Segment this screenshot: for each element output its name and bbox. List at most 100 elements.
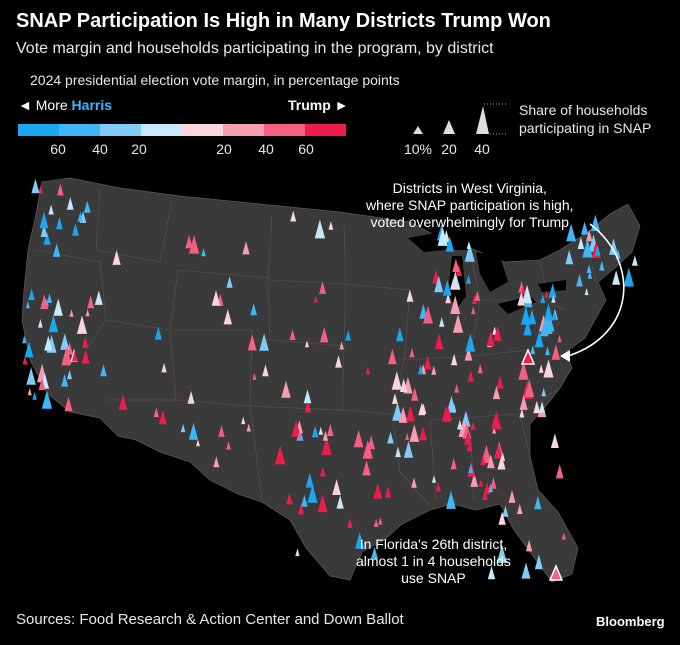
district-triangle-71 <box>290 210 297 222</box>
district-triangle-134 <box>419 304 428 319</box>
district-triangles <box>22 178 638 580</box>
district-triangle-34 <box>60 333 70 350</box>
district-triangle-171 <box>487 454 495 469</box>
district-triangle-147 <box>417 364 424 375</box>
district-triangle-139 <box>431 365 437 375</box>
district-triangle-176 <box>478 478 484 487</box>
district-triangle-231 <box>551 295 556 303</box>
district-triangle-277 <box>442 230 450 243</box>
district-triangle-124 <box>311 425 319 438</box>
district-triangle-93 <box>396 327 404 342</box>
district-triangle-130 <box>373 518 379 527</box>
district-triangle-75 <box>242 241 250 255</box>
florida-annotation: In Florida's 26th district, almost 1 in … <box>356 536 511 586</box>
district-triangle-149 <box>452 314 464 333</box>
district-triangle-205 <box>477 363 483 374</box>
lake-huron <box>476 252 508 292</box>
district-triangle-287 <box>450 278 456 290</box>
district-triangle-199 <box>496 375 504 389</box>
district-triangle-14 <box>53 298 63 316</box>
district-triangle-125 <box>307 484 318 503</box>
district-triangle-119 <box>291 420 301 437</box>
district-triangle-270 <box>525 539 533 552</box>
margin-legend-caption: 2024 presidential election vote margin, … <box>30 72 400 88</box>
district-triangle-261 <box>521 562 531 579</box>
district-triangle-10 <box>72 223 79 236</box>
fl26-highlight <box>548 564 564 581</box>
district-triangle-184 <box>491 410 502 430</box>
district-triangle-168 <box>405 432 410 440</box>
district-triangle-232 <box>517 291 526 306</box>
district-triangle-278 <box>464 243 475 262</box>
district-triangle-73 <box>328 221 334 230</box>
district-triangle-33 <box>41 390 53 409</box>
district-triangle-13 <box>77 211 83 222</box>
district-triangle-197 <box>543 359 554 378</box>
district-triangle-148 <box>418 402 426 416</box>
district-triangle-179 <box>403 440 414 458</box>
district-triangle-127 <box>295 548 300 557</box>
district-triangle-40 <box>76 315 88 334</box>
district-triangle-271 <box>487 565 496 580</box>
district-triangle-217 <box>548 283 557 298</box>
size-legend-triangles <box>413 103 508 135</box>
colorbar-swatch-4 <box>182 124 223 136</box>
district-triangle-103 <box>373 482 383 499</box>
district-triangle-89 <box>391 371 402 390</box>
district-triangle-113 <box>353 429 364 448</box>
district-triangle-190 <box>490 477 497 489</box>
district-triangle-137 <box>411 387 419 401</box>
district-triangle-131 <box>362 440 373 459</box>
colorbar-swatch-7 <box>305 124 346 136</box>
district-triangle-206 <box>533 400 541 414</box>
district-triangle-5 <box>52 243 61 257</box>
district-triangle-22 <box>32 391 37 400</box>
district-triangle-52 <box>71 351 78 362</box>
district-triangle-45 <box>85 309 90 317</box>
district-triangle-169 <box>431 475 437 483</box>
district-triangle-94 <box>339 341 344 350</box>
district-triangle-156 <box>446 395 457 413</box>
district-triangle-273 <box>508 490 516 503</box>
district-triangle-1 <box>57 183 64 196</box>
district-triangle-58 <box>118 393 128 410</box>
district-triangle-194 <box>545 346 550 356</box>
district-triangle-157 <box>445 293 451 304</box>
district-triangle-62 <box>187 390 195 404</box>
size-tick-40: 40 <box>474 141 490 157</box>
left-arrow-icon: ◄ <box>18 97 32 113</box>
district-triangle-251 <box>609 238 619 255</box>
district-triangle-91 <box>259 333 269 351</box>
district-triangle-177 <box>470 472 479 487</box>
district-triangle-256 <box>582 238 593 258</box>
district-triangle-213 <box>493 325 502 341</box>
district-triangle-262 <box>555 464 564 479</box>
colorbar-swatch-0 <box>18 124 59 136</box>
district-triangle-246 <box>565 249 574 265</box>
size-legend-triangle-20 <box>443 120 455 134</box>
size-tick-10: 10% <box>403 141 433 157</box>
district-triangle-90 <box>281 380 291 398</box>
district-triangle-59 <box>246 423 251 432</box>
chart-title: SNAP Participation Is High in Many Distr… <box>16 10 551 32</box>
district-triangle-129 <box>387 431 394 444</box>
district-triangle-240 <box>623 267 634 287</box>
margin-colorbar <box>18 124 346 136</box>
size-legend-triangle-10 <box>413 126 423 134</box>
harris-label: Harris <box>71 97 113 113</box>
district-triangle-247 <box>576 274 583 287</box>
district-triangle-55 <box>213 456 220 468</box>
district-triangle-56 <box>188 422 199 440</box>
district-triangle-193 <box>468 463 474 473</box>
district-triangle-117 <box>395 446 401 458</box>
district-triangle-92 <box>345 330 352 341</box>
district-triangle-275 <box>443 279 452 296</box>
district-triangle-216 <box>523 320 532 336</box>
district-triangle-181 <box>457 419 463 430</box>
wv-arrow-head <box>560 350 570 362</box>
district-triangle-2 <box>43 231 51 245</box>
district-triangle-50 <box>82 336 89 348</box>
district-triangle-111 <box>336 495 344 509</box>
district-triangle-72 <box>185 234 193 249</box>
